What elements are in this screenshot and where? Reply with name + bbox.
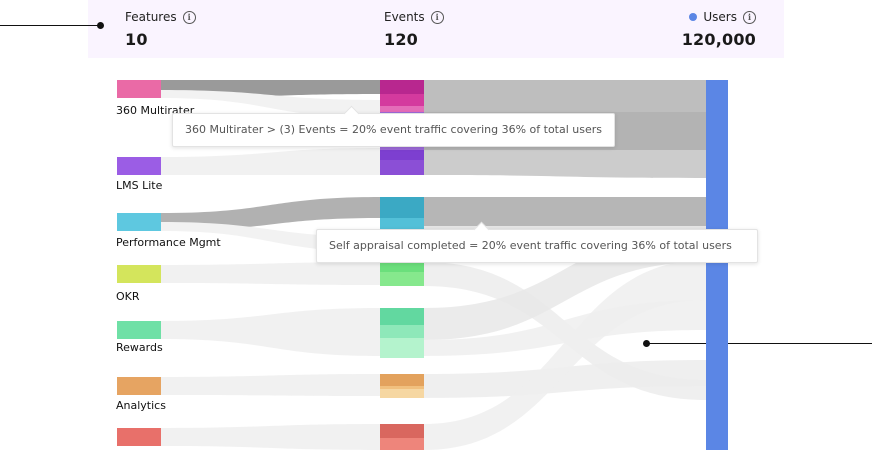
tooltip-360-multirater: 360 Multirater > (3) Events = 20% event … <box>172 105 616 147</box>
feature-node <box>117 157 161 175</box>
event-node <box>380 150 424 160</box>
flow-feature-to-event <box>161 308 380 356</box>
feature-node <box>117 265 161 283</box>
event-node <box>380 262 424 272</box>
info-icon[interactable]: i <box>182 10 196 24</box>
tooltip-text: Self appraisal completed = 20% event tra… <box>329 239 732 252</box>
flow-event-to-users <box>424 260 706 450</box>
flow-feature-to-event <box>161 374 380 396</box>
flow-event-to-users <box>424 360 706 398</box>
events-label: Events <box>384 10 425 24</box>
event-node <box>380 325 424 338</box>
feature-node <box>117 321 161 339</box>
features-count: 10 <box>125 30 148 49</box>
flow-feature-to-event <box>161 424 380 450</box>
flow-feature-to-event <box>161 90 380 118</box>
event-node <box>380 424 424 438</box>
feature-node <box>117 80 161 98</box>
event-node <box>380 438 424 450</box>
users-label: Users <box>703 10 737 24</box>
stats-header: Features i 10 Events i 120 Users i 120,0… <box>88 0 784 58</box>
event-node <box>380 374 424 386</box>
event-node <box>380 197 424 218</box>
callout-line <box>646 343 872 344</box>
callout-dot <box>97 22 104 29</box>
event-node <box>380 218 424 229</box>
flow-event-to-users <box>424 80 706 112</box>
event-node <box>380 94 424 106</box>
flow-event-to-users <box>424 197 706 226</box>
flow-feature-to-event <box>161 148 380 175</box>
flow-event-to-users <box>424 150 706 178</box>
feature-node <box>117 428 161 446</box>
features-label: Features <box>125 10 177 24</box>
event-node <box>380 389 424 398</box>
flow-feature-to-event <box>161 197 380 231</box>
features-stat: Features i 10 <box>125 10 196 49</box>
users-stat: Users i 120,000 <box>682 10 756 49</box>
users-count: 120,000 <box>681 30 756 49</box>
info-icon[interactable]: i <box>743 10 756 24</box>
tooltip-text: 360 Multirater > (3) Events = 20% event … <box>185 123 603 136</box>
event-node <box>380 386 424 389</box>
tooltip-self-appraisal: Self appraisal completed = 20% event tra… <box>316 221 758 263</box>
events-count: 120 <box>384 30 418 49</box>
callout-line <box>0 25 100 26</box>
users-legend-dot-icon <box>689 13 698 21</box>
events-stat: Events i 120 <box>384 10 444 49</box>
event-node <box>380 272 424 286</box>
event-node <box>380 338 424 358</box>
flow-feature-to-event <box>161 262 380 285</box>
feature-node <box>117 213 161 231</box>
users-node <box>706 80 728 450</box>
feature-label-lms-lite[interactable]: LMS Lite <box>116 179 163 192</box>
feature-label-okr[interactable]: OKR <box>116 290 140 303</box>
feature-label-performance-mgmt[interactable]: Performance Mgmt <box>116 236 221 249</box>
feature-node <box>117 377 161 395</box>
event-node <box>380 160 424 175</box>
info-icon[interactable]: i <box>430 10 444 24</box>
feature-label-analytics[interactable]: Analytics <box>116 399 166 412</box>
event-node <box>380 308 424 325</box>
event-node <box>380 106 424 112</box>
feature-label-rewards[interactable]: Rewards <box>116 341 163 354</box>
event-node <box>380 80 424 94</box>
callout-dot <box>643 340 650 347</box>
